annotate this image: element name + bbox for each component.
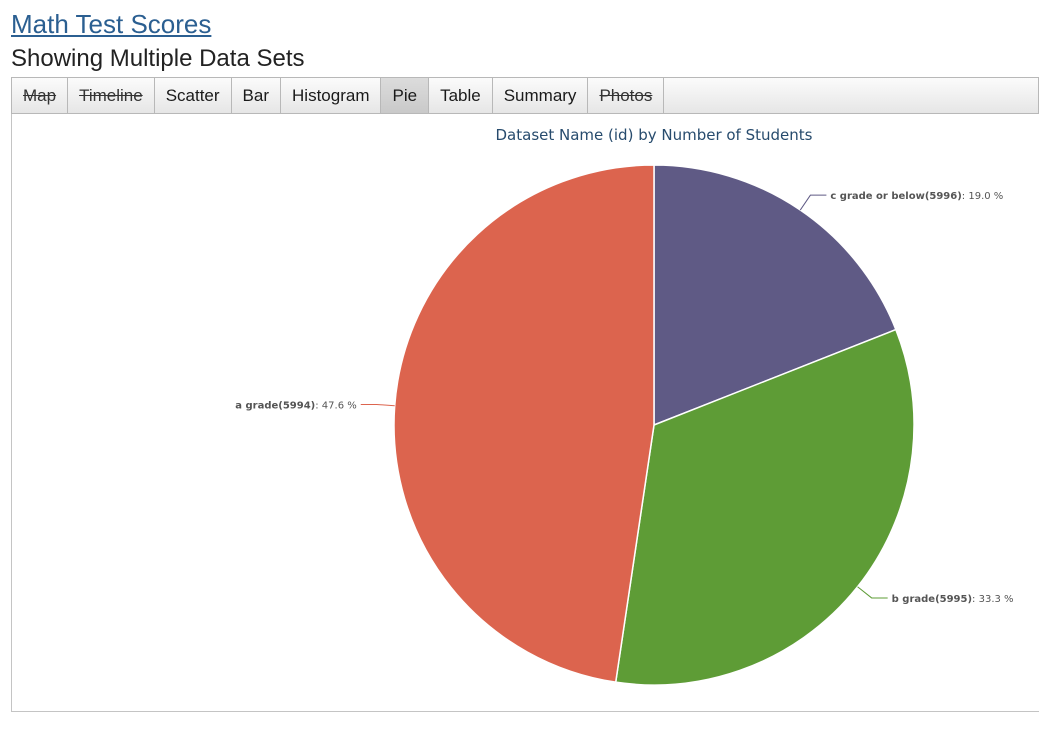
tab-timeline[interactable]: Timeline [68, 78, 155, 113]
tab-scatter[interactable]: Scatter [155, 78, 232, 113]
chart-panel: Dataset Name (id) by Number of Students … [11, 114, 1039, 712]
pie-slice-c-grade[interactable] [653, 164, 897, 427]
tab-photos[interactable]: Photos [588, 78, 665, 113]
chart-title: Dataset Name (id) by Number of Students [496, 126, 813, 144]
connector-a-grade [360, 403, 395, 407]
connector-b-grade [857, 586, 888, 599]
slice-label-name: b grade(5995) [892, 594, 972, 605]
slice-label-a-grade: a grade(5994): 47.6 % [235, 400, 356, 411]
tab-pie[interactable]: Pie [381, 78, 430, 113]
slice-label-name: a grade(5994) [235, 400, 315, 411]
tab-histogram[interactable]: Histogram [281, 78, 382, 113]
tab-bar-chart[interactable]: Bar [232, 78, 282, 113]
tab-bar: Map Timeline Scatter Bar Histogram Pie T… [11, 77, 1039, 114]
pie-slice-a-grade[interactable] [393, 164, 655, 684]
slice-label-percent: : 33.3 % [972, 594, 1014, 605]
slice-label-name: c grade or below(5996) [830, 191, 961, 202]
tab-table[interactable]: Table [429, 78, 493, 113]
page-title[interactable]: Math Test Scores [11, 9, 212, 39]
slice-label-b-grade: b grade(5995): 33.3 % [892, 594, 1014, 605]
pie-chart: Dataset Name (id) by Number of Students … [235, 126, 1014, 686]
slice-label-c-grade: c grade or below(5996): 19.0 % [830, 191, 1003, 202]
pie-slice-b-grade[interactable] [614, 328, 915, 686]
tab-map[interactable]: Map [12, 78, 69, 113]
slice-label-percent: : 47.6 % [315, 400, 357, 411]
tab-summary[interactable]: Summary [493, 78, 589, 113]
page-subtitle: Showing Multiple Data Sets [11, 45, 305, 72]
slice-label-percent: : 19.0 % [962, 191, 1004, 202]
connector-c-grade [799, 194, 827, 211]
